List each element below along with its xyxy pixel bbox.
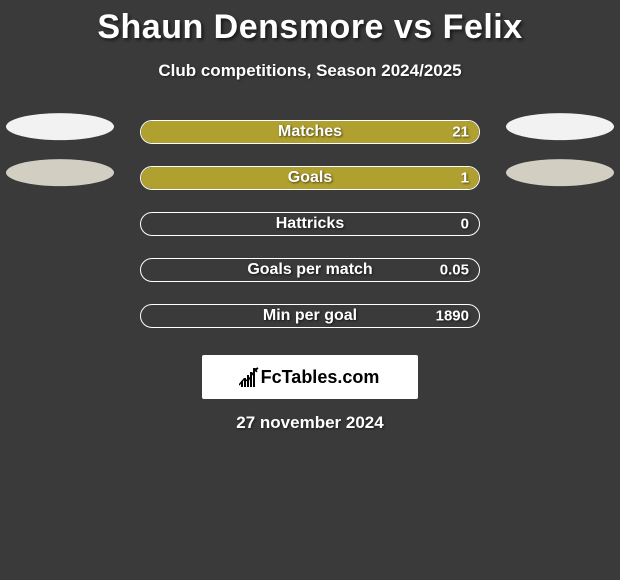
page-subtitle: Club competitions, Season 2024/2025	[0, 61, 620, 81]
stat-row: Hattricks0	[0, 201, 620, 247]
fctables-logo: FcTables.com	[202, 355, 418, 399]
stat-row: Matches21	[0, 109, 620, 155]
stat-row: Goals1	[0, 155, 620, 201]
date-label: 27 november 2024	[0, 413, 620, 433]
stat-row: Min per goal1890	[0, 293, 620, 339]
logo-text: FcTables.com	[261, 367, 380, 388]
bar-track: Hattricks0	[140, 212, 480, 236]
stat-row: Goals per match0.05	[0, 247, 620, 293]
stat-label: Min per goal	[141, 307, 479, 325]
bar-track: Goals per match0.05	[140, 258, 480, 282]
player-left-ellipse	[6, 113, 114, 140]
stat-value: 1	[461, 170, 469, 187]
player-right-ellipse	[506, 113, 614, 140]
stat-value: 0.05	[440, 262, 469, 279]
logo-inner: FcTables.com	[241, 367, 380, 388]
stat-label: Goals	[141, 169, 479, 187]
page-title: Shaun Densmore vs Felix	[0, 0, 620, 47]
chart-icon	[241, 368, 255, 387]
stat-value: 1890	[436, 308, 469, 325]
comparison-chart: Matches21 Goals1 Hattricks0 Goals per match…	[0, 109, 620, 339]
stat-value: 21	[452, 124, 469, 141]
trend-line-icon	[239, 366, 260, 387]
bar-track: Min per goal1890	[140, 304, 480, 328]
player-right-ellipse	[506, 159, 614, 186]
bar-track: Matches21	[140, 120, 480, 144]
player-left-ellipse	[6, 159, 114, 186]
stat-label: Hattricks	[141, 215, 479, 233]
stat-label: Goals per match	[141, 261, 479, 279]
stat-value: 0	[461, 216, 469, 233]
stat-label: Matches	[141, 123, 479, 141]
bar-track: Goals1	[140, 166, 480, 190]
